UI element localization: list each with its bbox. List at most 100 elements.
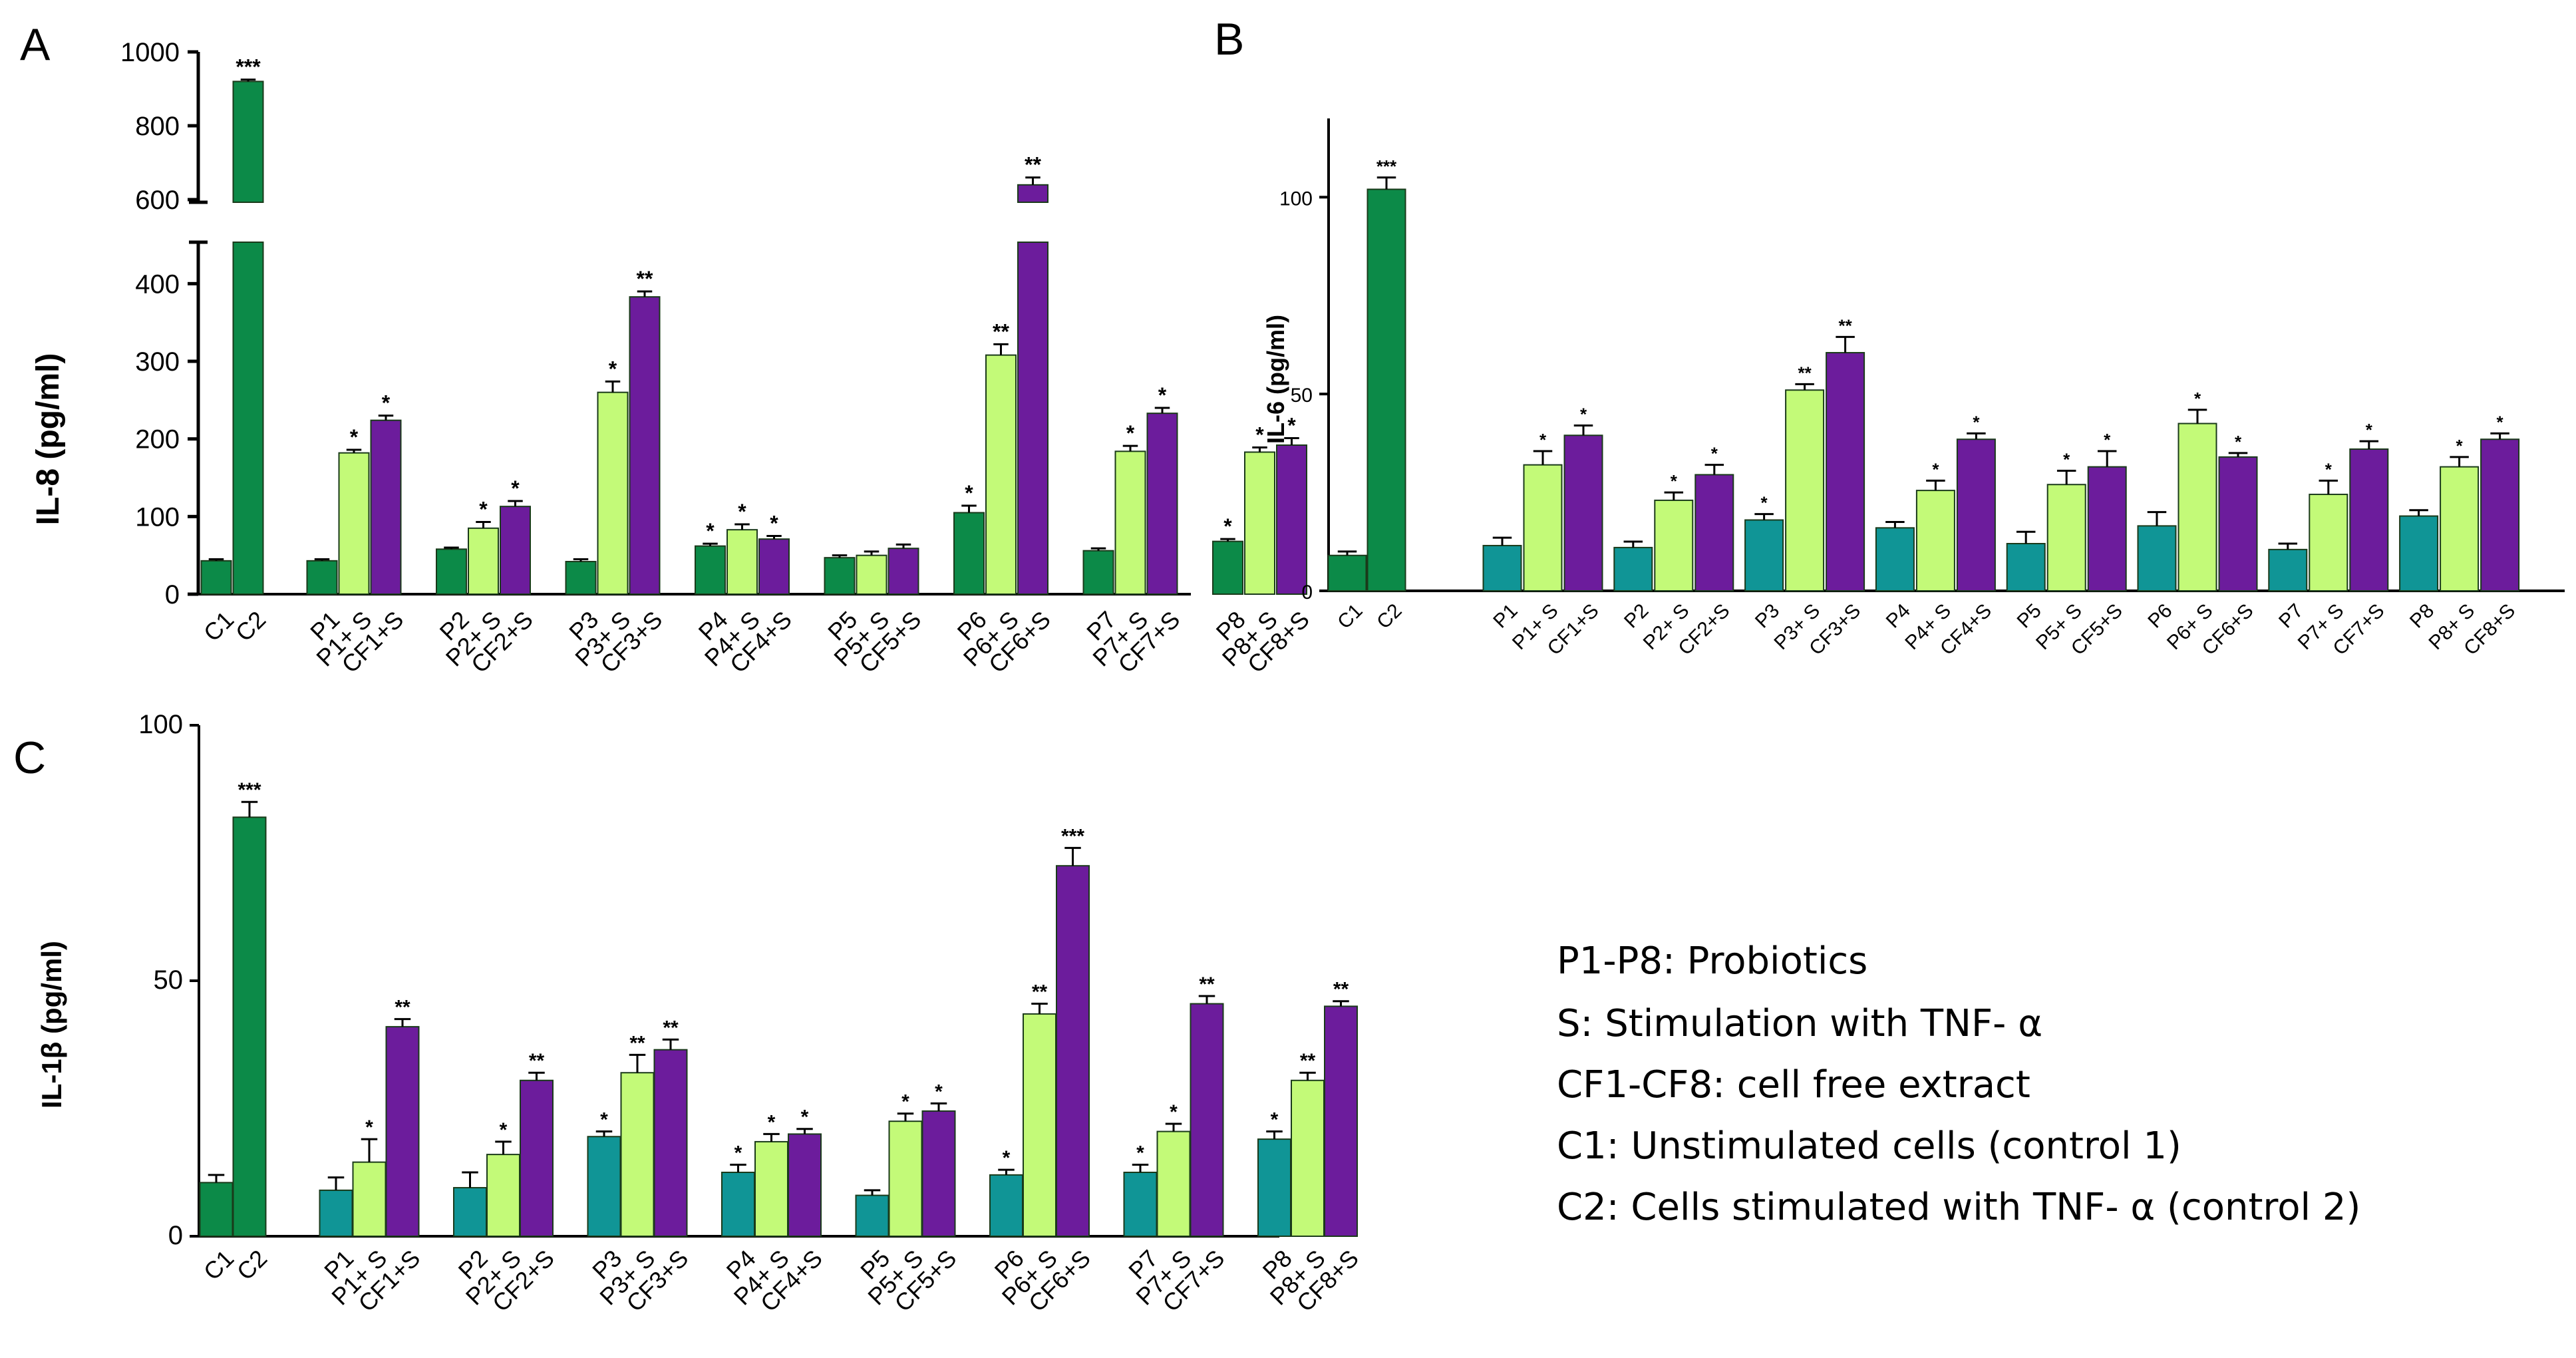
bar-c1 — [199, 1182, 234, 1237]
legend-cell-free-extract: CF1-CF8: cell free extract — [1557, 1063, 2030, 1106]
legend-control-2: C2: Cells stimulated with TNF- α (contro… — [1557, 1186, 2361, 1229]
significance-mark: * — [2194, 389, 2201, 409]
bar-p7+s — [1156, 1130, 1191, 1238]
bar-p3+s — [620, 1072, 655, 1237]
significance-mark: * — [1287, 414, 1296, 438]
bar-p5 — [855, 1194, 889, 1238]
x-tick-label: P3 — [1751, 599, 1784, 632]
y-tick-label: 100 — [138, 710, 183, 739]
legend-probiotics: P1-P8: Probiotics — [1557, 939, 1868, 983]
significance-mark: * — [1539, 430, 1547, 450]
panel-label-b: B — [1214, 14, 1244, 65]
bar-c2-upper — [232, 81, 264, 204]
significance-mark: *** — [238, 779, 261, 801]
bar-c2-lower — [232, 242, 264, 595]
significance-mark: * — [768, 1111, 776, 1133]
significance-mark: * — [511, 476, 520, 500]
significance-mark: * — [2104, 430, 2111, 450]
significance-mark: * — [738, 500, 746, 524]
bar-cf4+s — [1956, 438, 1996, 592]
bar-p3+s — [597, 391, 629, 595]
y-tick-label: 50 — [1291, 385, 1313, 407]
bar-p8 — [1257, 1138, 1291, 1237]
significance-mark: *** — [1061, 825, 1084, 847]
significance-mark: ** — [993, 319, 1009, 343]
significance-mark: * — [1271, 1109, 1279, 1131]
significance-mark: * — [2456, 436, 2464, 456]
significance-mark: * — [1671, 471, 1678, 491]
bar-cf5+s — [921, 1110, 956, 1237]
bar-cf6+s-upper — [1017, 184, 1048, 203]
bar-p2+s — [1654, 499, 1694, 592]
bar-p1 — [319, 1189, 353, 1238]
x-tick-label: P4 — [1882, 599, 1915, 632]
significance-mark: * — [935, 1081, 943, 1103]
significance-mark: * — [1003, 1147, 1011, 1169]
significance-mark: * — [1158, 383, 1167, 407]
significance-mark: *** — [236, 55, 261, 79]
bar-c2 — [1367, 188, 1406, 592]
significance-mark: ** — [1798, 363, 1812, 383]
bar-p1+s — [1523, 464, 1563, 592]
bar-p4+s — [1915, 490, 1955, 592]
bar-cf7+s — [1146, 413, 1178, 595]
significance-mark: * — [1136, 1142, 1144, 1164]
bar-p4 — [695, 545, 726, 595]
significance-mark: * — [801, 1106, 809, 1128]
significance-mark: ** — [663, 1017, 679, 1039]
bar-cf4+s — [758, 538, 790, 595]
bar-p3 — [1744, 519, 1784, 592]
bar-cf2+s — [520, 1079, 554, 1238]
significance-mark: ** — [529, 1050, 545, 1072]
bar-cf2+s — [500, 506, 531, 595]
bar-p6+s — [985, 354, 1017, 595]
significance-mark: * — [734, 1142, 742, 1164]
y-tick-label: 50 — [154, 965, 184, 995]
bar-cf1+s — [1563, 434, 1603, 592]
bar-p7+s — [2309, 494, 2348, 592]
bar-p8+s — [2440, 466, 2480, 592]
significance-mark: * — [1973, 412, 1980, 432]
significance-mark: * — [609, 357, 617, 381]
bar-cf6+s-lower — [1017, 242, 1048, 595]
y-tick-label: 0 — [1301, 582, 1313, 603]
bar-cf2+s — [1694, 474, 1734, 592]
bar-p2 — [453, 1187, 487, 1238]
x-tick-label: P2 — [1620, 599, 1653, 632]
x-tick-label: P6 — [2144, 599, 2176, 632]
bar-p5+s — [888, 1120, 923, 1237]
significance-mark: * — [965, 481, 973, 505]
y-tick-label: 0 — [165, 580, 180, 609]
significance-mark: * — [901, 1091, 909, 1113]
significance-mark: ** — [1300, 1050, 1316, 1072]
bar-p5 — [2006, 543, 2046, 592]
y-tick-label: 800 — [135, 112, 180, 141]
bar-p4 — [1875, 527, 1915, 592]
significance-mark: * — [1580, 405, 1587, 424]
significance-mark: * — [2063, 450, 2070, 470]
bar-c1 — [200, 560, 232, 595]
bar-p8 — [2399, 515, 2439, 592]
bar-p7+s — [1114, 450, 1146, 595]
bar-cf5+s — [2087, 466, 2127, 592]
x-tick-label: C1 — [1333, 599, 1367, 633]
bar-p6+s — [1023, 1013, 1056, 1238]
bar-p8 — [1212, 540, 1243, 595]
significance-mark: ** — [629, 1032, 645, 1054]
bar-cf4+s — [788, 1133, 822, 1238]
x-tick-label: P5 — [2013, 599, 2046, 632]
bar-cf6+s — [1056, 865, 1090, 1237]
bar-p6 — [953, 512, 985, 595]
x-tick-label: C2 — [1372, 599, 1406, 633]
x-tick-label: C2 — [232, 1244, 273, 1285]
y-axis-label: IL-6 (pg/ml) — [1262, 315, 1289, 444]
significance-mark: * — [365, 1116, 373, 1138]
significance-mark: * — [2235, 432, 2242, 452]
significance-mark: * — [1170, 1101, 1178, 1123]
bar-cf6+s — [2218, 456, 2258, 592]
bar-cf7+s — [1190, 1003, 1224, 1238]
bar-cf1+s — [385, 1026, 420, 1237]
y-tick-label: 400 — [135, 269, 180, 299]
